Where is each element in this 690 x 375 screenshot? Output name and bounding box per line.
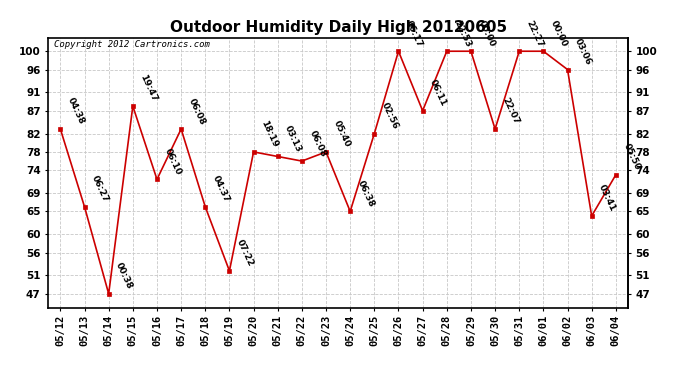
Text: Copyright 2012 Cartronics.com: Copyright 2012 Cartronics.com: [54, 40, 210, 49]
Text: 00:00: 00:00: [549, 19, 569, 48]
Text: 00:00: 00:00: [477, 19, 497, 48]
Text: 03:41: 03:41: [598, 183, 618, 213]
Text: 06:08: 06:08: [308, 129, 328, 158]
Text: 02:56: 02:56: [380, 101, 400, 131]
Text: 22:53: 22:53: [453, 19, 473, 48]
Text: 03:13: 03:13: [284, 124, 304, 154]
Text: 06:11: 06:11: [428, 78, 448, 108]
Text: 07:22: 07:22: [235, 238, 255, 268]
Text: 06:10: 06:10: [163, 147, 183, 177]
Text: 06:08: 06:08: [187, 97, 207, 126]
Text: 06:17: 06:17: [404, 19, 424, 48]
Text: 05:40: 05:40: [332, 120, 352, 149]
Text: 06:27: 06:27: [90, 174, 110, 204]
Text: 22:07: 22:07: [501, 96, 521, 126]
Text: 04:37: 04:37: [211, 174, 231, 204]
Text: 03:06: 03:06: [573, 37, 593, 67]
Text: 00:38: 00:38: [115, 261, 135, 291]
Text: 19:47: 19:47: [139, 73, 159, 104]
Text: 18:19: 18:19: [259, 119, 279, 149]
Title: Outdoor Humidity Daily High 20120605: Outdoor Humidity Daily High 20120605: [170, 20, 506, 35]
Text: 22:27: 22:27: [525, 19, 545, 48]
Text: 06:38: 06:38: [356, 179, 376, 209]
Text: 05:50: 05:50: [622, 142, 642, 172]
Text: 04:38: 04:38: [66, 96, 86, 126]
